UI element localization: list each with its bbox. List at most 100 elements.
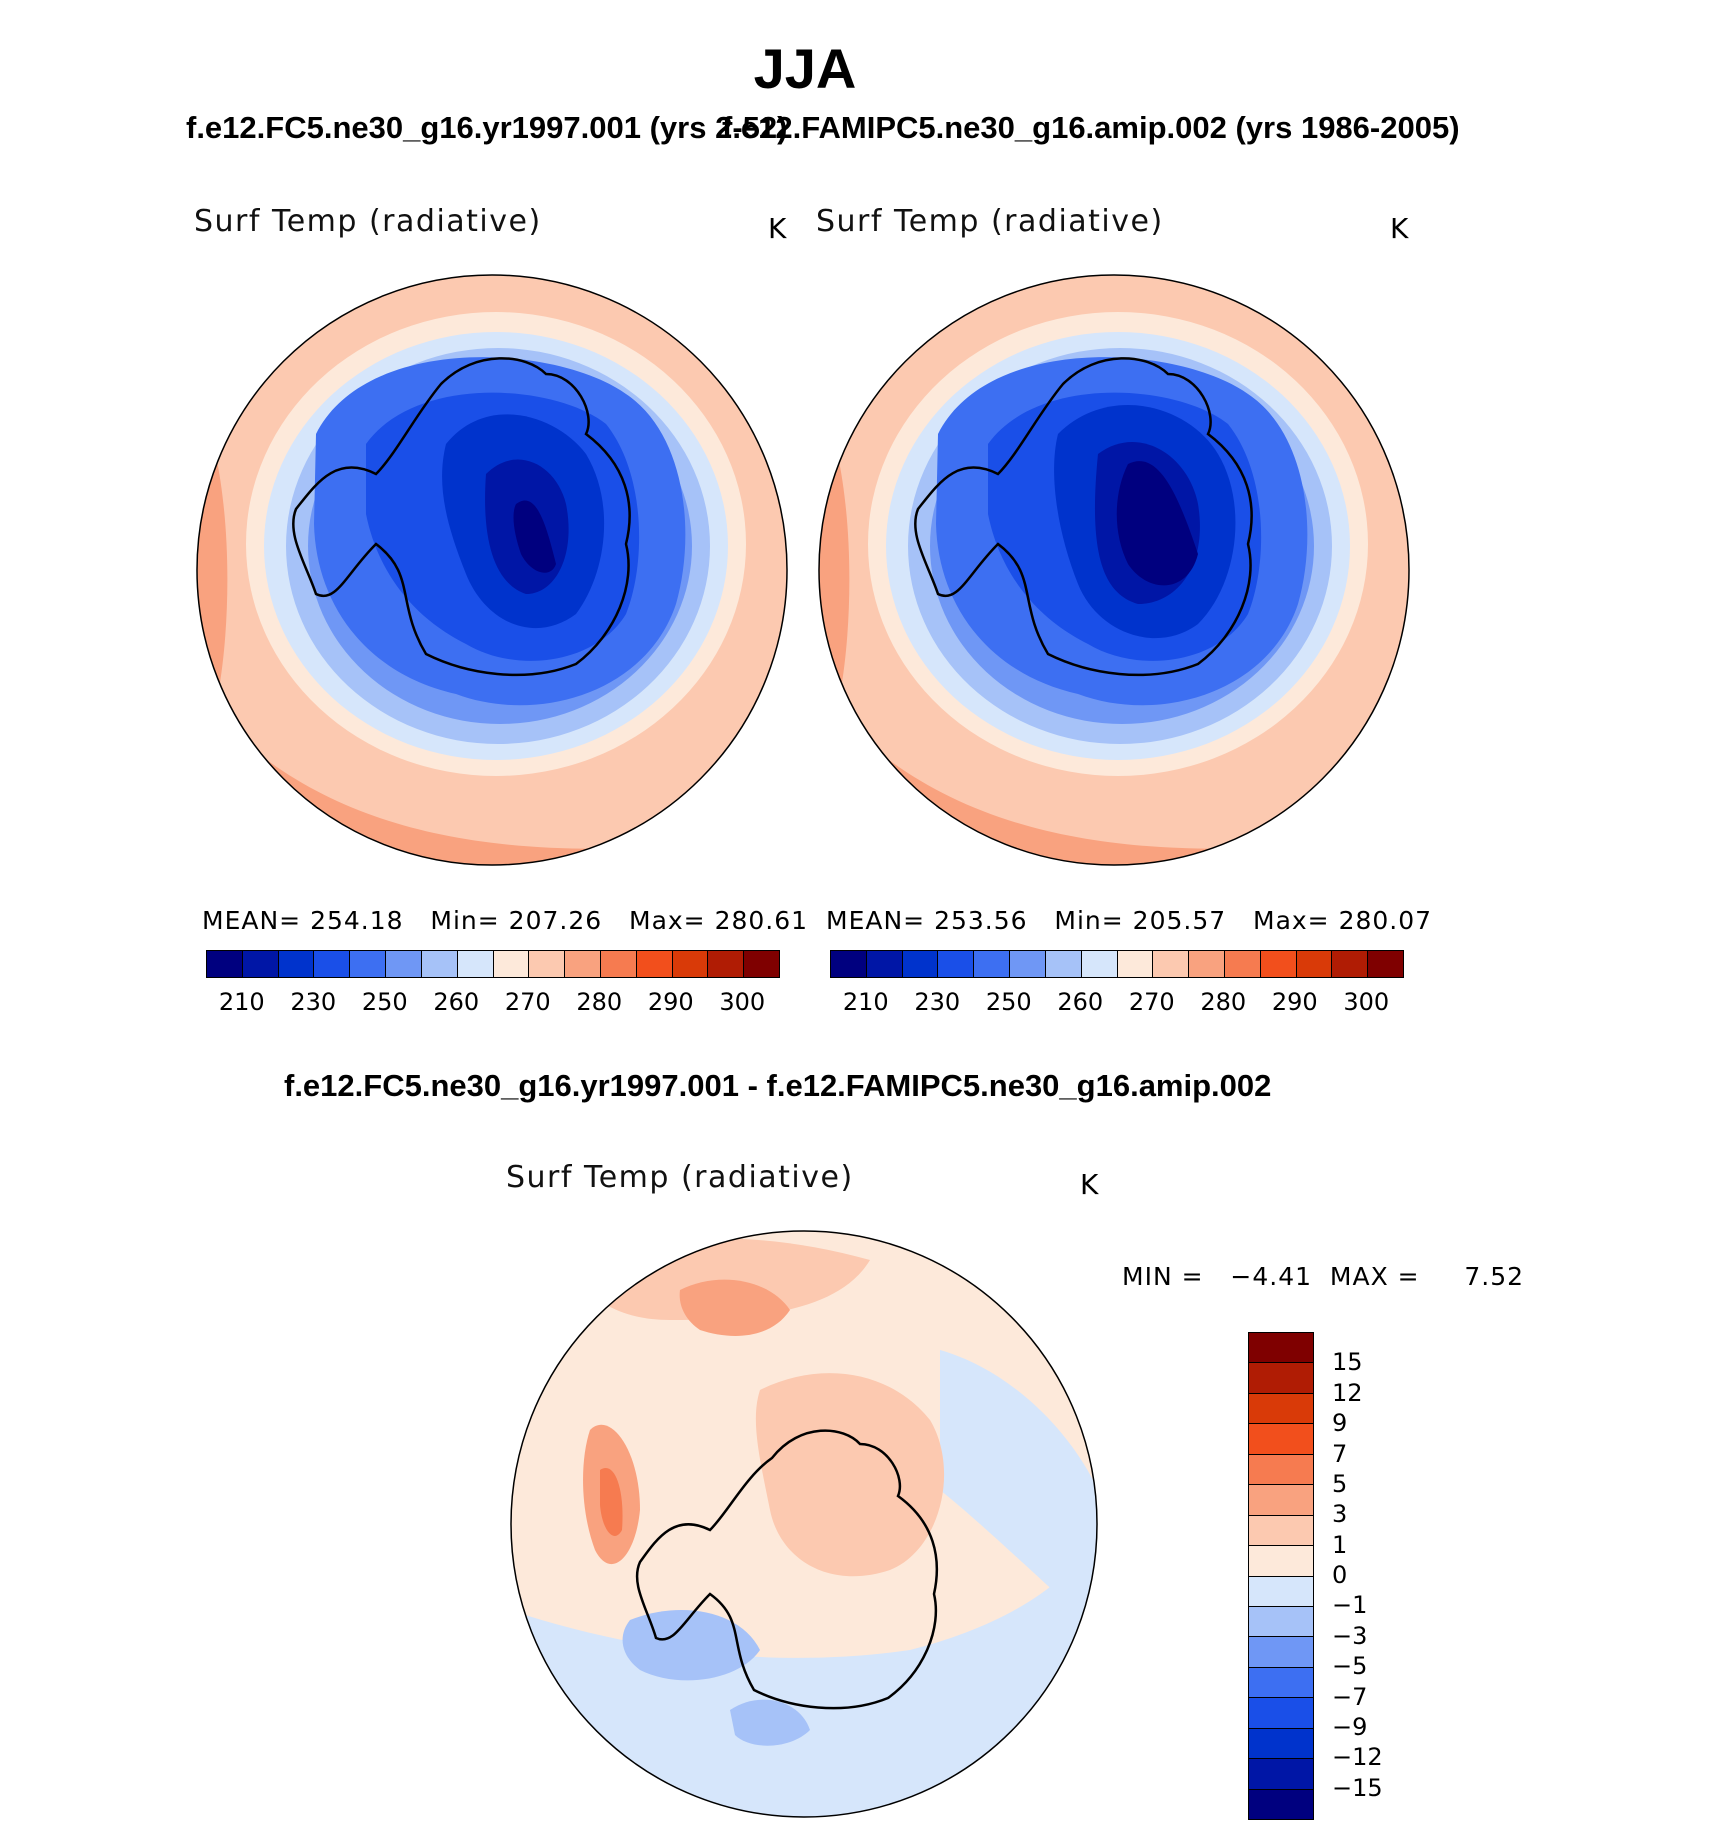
- map-contour-neg3: [622, 1610, 760, 1681]
- colorbar-swatch: [1249, 1333, 1313, 1364]
- colorbar-tick-label: 230: [914, 988, 961, 1016]
- colorbar-tick-label: 270: [504, 988, 551, 1016]
- polar-map-control: [818, 274, 1410, 866]
- colorbar-swatch: [1189, 951, 1225, 977]
- map-boundary: [510, 1230, 1098, 1818]
- min-label: Min=: [1054, 906, 1124, 935]
- variable-label-test: Surf Temp (radiative): [194, 204, 542, 239]
- colorbar-swatch: [1368, 951, 1403, 977]
- colorbar-tick-label: 210: [218, 988, 265, 1016]
- colorbar-swatch: [314, 951, 351, 977]
- colorbar-tick-label: 1: [1332, 1530, 1348, 1559]
- colorbar-swatch: [242, 951, 279, 977]
- map-boundary: [818, 274, 1410, 866]
- colorbar-swatch: [600, 951, 637, 977]
- antarctica-coastline: [292, 357, 631, 677]
- map-contour-neg1: [511, 1530, 1097, 1817]
- colorbar-swatch: [1332, 951, 1369, 977]
- colorbar-swatch: [1249, 1637, 1313, 1668]
- colorbar-tick-label: 250: [985, 988, 1032, 1016]
- colorbar-swatch: [1296, 951, 1333, 977]
- colorbar-swatch: [421, 951, 458, 977]
- stats-test: MEAN= 254.18 Min= 207.26 Max= 280.61: [202, 906, 808, 935]
- colorbar-tick-label: −15: [1332, 1773, 1383, 1802]
- panel-title-control: f.e12.FAMIPC5.ne30_g16.amip.002 (yrs 198…: [722, 110, 1460, 145]
- map-contour-pos5: [600, 1468, 623, 1536]
- colorbar-swatch: [672, 951, 709, 977]
- colorbar-swatch: [1249, 1485, 1313, 1516]
- colorbar-tick-label: −5: [1332, 1652, 1368, 1681]
- colorbar-tick-label: −1: [1332, 1591, 1368, 1620]
- colorbar-tick-label: −3: [1332, 1621, 1368, 1650]
- colorbar-tick-label: 3: [1332, 1500, 1348, 1529]
- colorbar-swatch: [1249, 1789, 1313, 1819]
- colorbar-tick-label: 210: [842, 988, 889, 1016]
- colorbar-swatch: [1249, 1363, 1313, 1394]
- colorbar-swatch: [636, 951, 673, 977]
- colorbar-tick-label: −7: [1332, 1682, 1368, 1711]
- colorbar-swatch: [708, 951, 745, 977]
- mean-value: 254.18: [310, 906, 404, 935]
- colorbar-swatch: [493, 951, 530, 977]
- diff-stats: MIN = −4.41 MAX = 7.52: [1122, 1262, 1524, 1291]
- colorbar-swatch: [1117, 951, 1154, 977]
- variable-label-diff: Surf Temp (radiative): [506, 1160, 854, 1195]
- polar-map-difference: [510, 1230, 1098, 1818]
- diff-max-value: 7.52: [1464, 1262, 1525, 1291]
- mean-label: MEAN=: [826, 906, 926, 935]
- colorbar-swatch: [1249, 1546, 1313, 1577]
- colorbar-swatch: [866, 951, 903, 977]
- colorbar-tick-label: 260: [433, 988, 480, 1016]
- colorbar-swatch: [744, 951, 779, 977]
- colorbar-swatch: [1249, 1424, 1313, 1455]
- colorbar-tick-label: 9: [1332, 1409, 1348, 1438]
- max-label: Max=: [1253, 906, 1330, 935]
- antarctica-coastline: [914, 357, 1253, 677]
- polar-map-test: [196, 274, 788, 866]
- colorbar-tick-label: −12: [1332, 1743, 1383, 1772]
- colorbar-swatch: [938, 951, 975, 977]
- diff-max-label: MAX =: [1329, 1262, 1420, 1291]
- diff-title: f.e12.FC5.ne30_g16.yr1997.001 - f.e12.FA…: [284, 1068, 1272, 1103]
- colorbar-swatch: [1081, 951, 1118, 977]
- colorbar-tick-label: 260: [1057, 988, 1104, 1016]
- colorbar-swatch: [386, 951, 422, 977]
- mean-label: MEAN=: [202, 906, 302, 935]
- colorbar-ticks-control: 210 230 250 260 270 280 290 300: [830, 988, 1402, 1018]
- colorbar-swatch: [1249, 1667, 1313, 1699]
- colorbar-test: [206, 950, 780, 978]
- colorbar-tick-label: 300: [719, 988, 766, 1016]
- units-label-control: K: [1390, 212, 1409, 245]
- max-value: 280.61: [714, 906, 809, 935]
- colorbar-control: [830, 950, 1404, 978]
- colorbar-tick-label: 5: [1332, 1469, 1348, 1498]
- colorbar-swatch: [831, 951, 867, 977]
- colorbar-swatch: [1249, 1515, 1313, 1547]
- colorbar-tick-label: 12: [1332, 1378, 1363, 1407]
- colorbar-tick-label: 0: [1332, 1561, 1348, 1589]
- colorbar-tick-label: 280: [576, 988, 623, 1016]
- antarctica-coastline: [635, 1429, 938, 1710]
- map-warm-band-south: [819, 694, 1409, 865]
- colorbar-tick-label: −9: [1332, 1712, 1368, 1741]
- colorbar-swatch: [1249, 1759, 1313, 1790]
- colorbar-tick-label: 15: [1332, 1348, 1363, 1377]
- map-contour-210: [513, 500, 556, 573]
- colorbar-swatch: [565, 951, 601, 977]
- colorbar-ticks-difference: 15 12 9 7 5 3 1 0 −1 −3 −5 −7 −9 −12 −15: [1332, 1332, 1412, 1818]
- colorbar-swatch: [457, 951, 494, 977]
- units-label-diff: K: [1080, 1168, 1099, 1201]
- max-value: 280.07: [1338, 906, 1433, 935]
- min-value: 205.57: [1132, 906, 1227, 935]
- stats-control: MEAN= 253.56 Min= 205.57 Max= 280.07: [826, 906, 1432, 935]
- mean-value: 253.56: [934, 906, 1028, 935]
- colorbar-tick-label: 250: [361, 988, 408, 1016]
- colorbar-tick-label: 280: [1200, 988, 1247, 1016]
- colorbar-swatch: [1153, 951, 1190, 977]
- colorbar-swatch: [207, 951, 243, 977]
- colorbar-tick-label: 290: [647, 988, 694, 1016]
- colorbar-tick-label: 300: [1343, 988, 1390, 1016]
- panel-title-test: f.e12.FC5.ne30_g16.yr1997.001 (yrs 2-52): [186, 110, 788, 145]
- diff-min-value: −4.41: [1230, 1262, 1313, 1291]
- min-value: 207.26: [508, 906, 603, 935]
